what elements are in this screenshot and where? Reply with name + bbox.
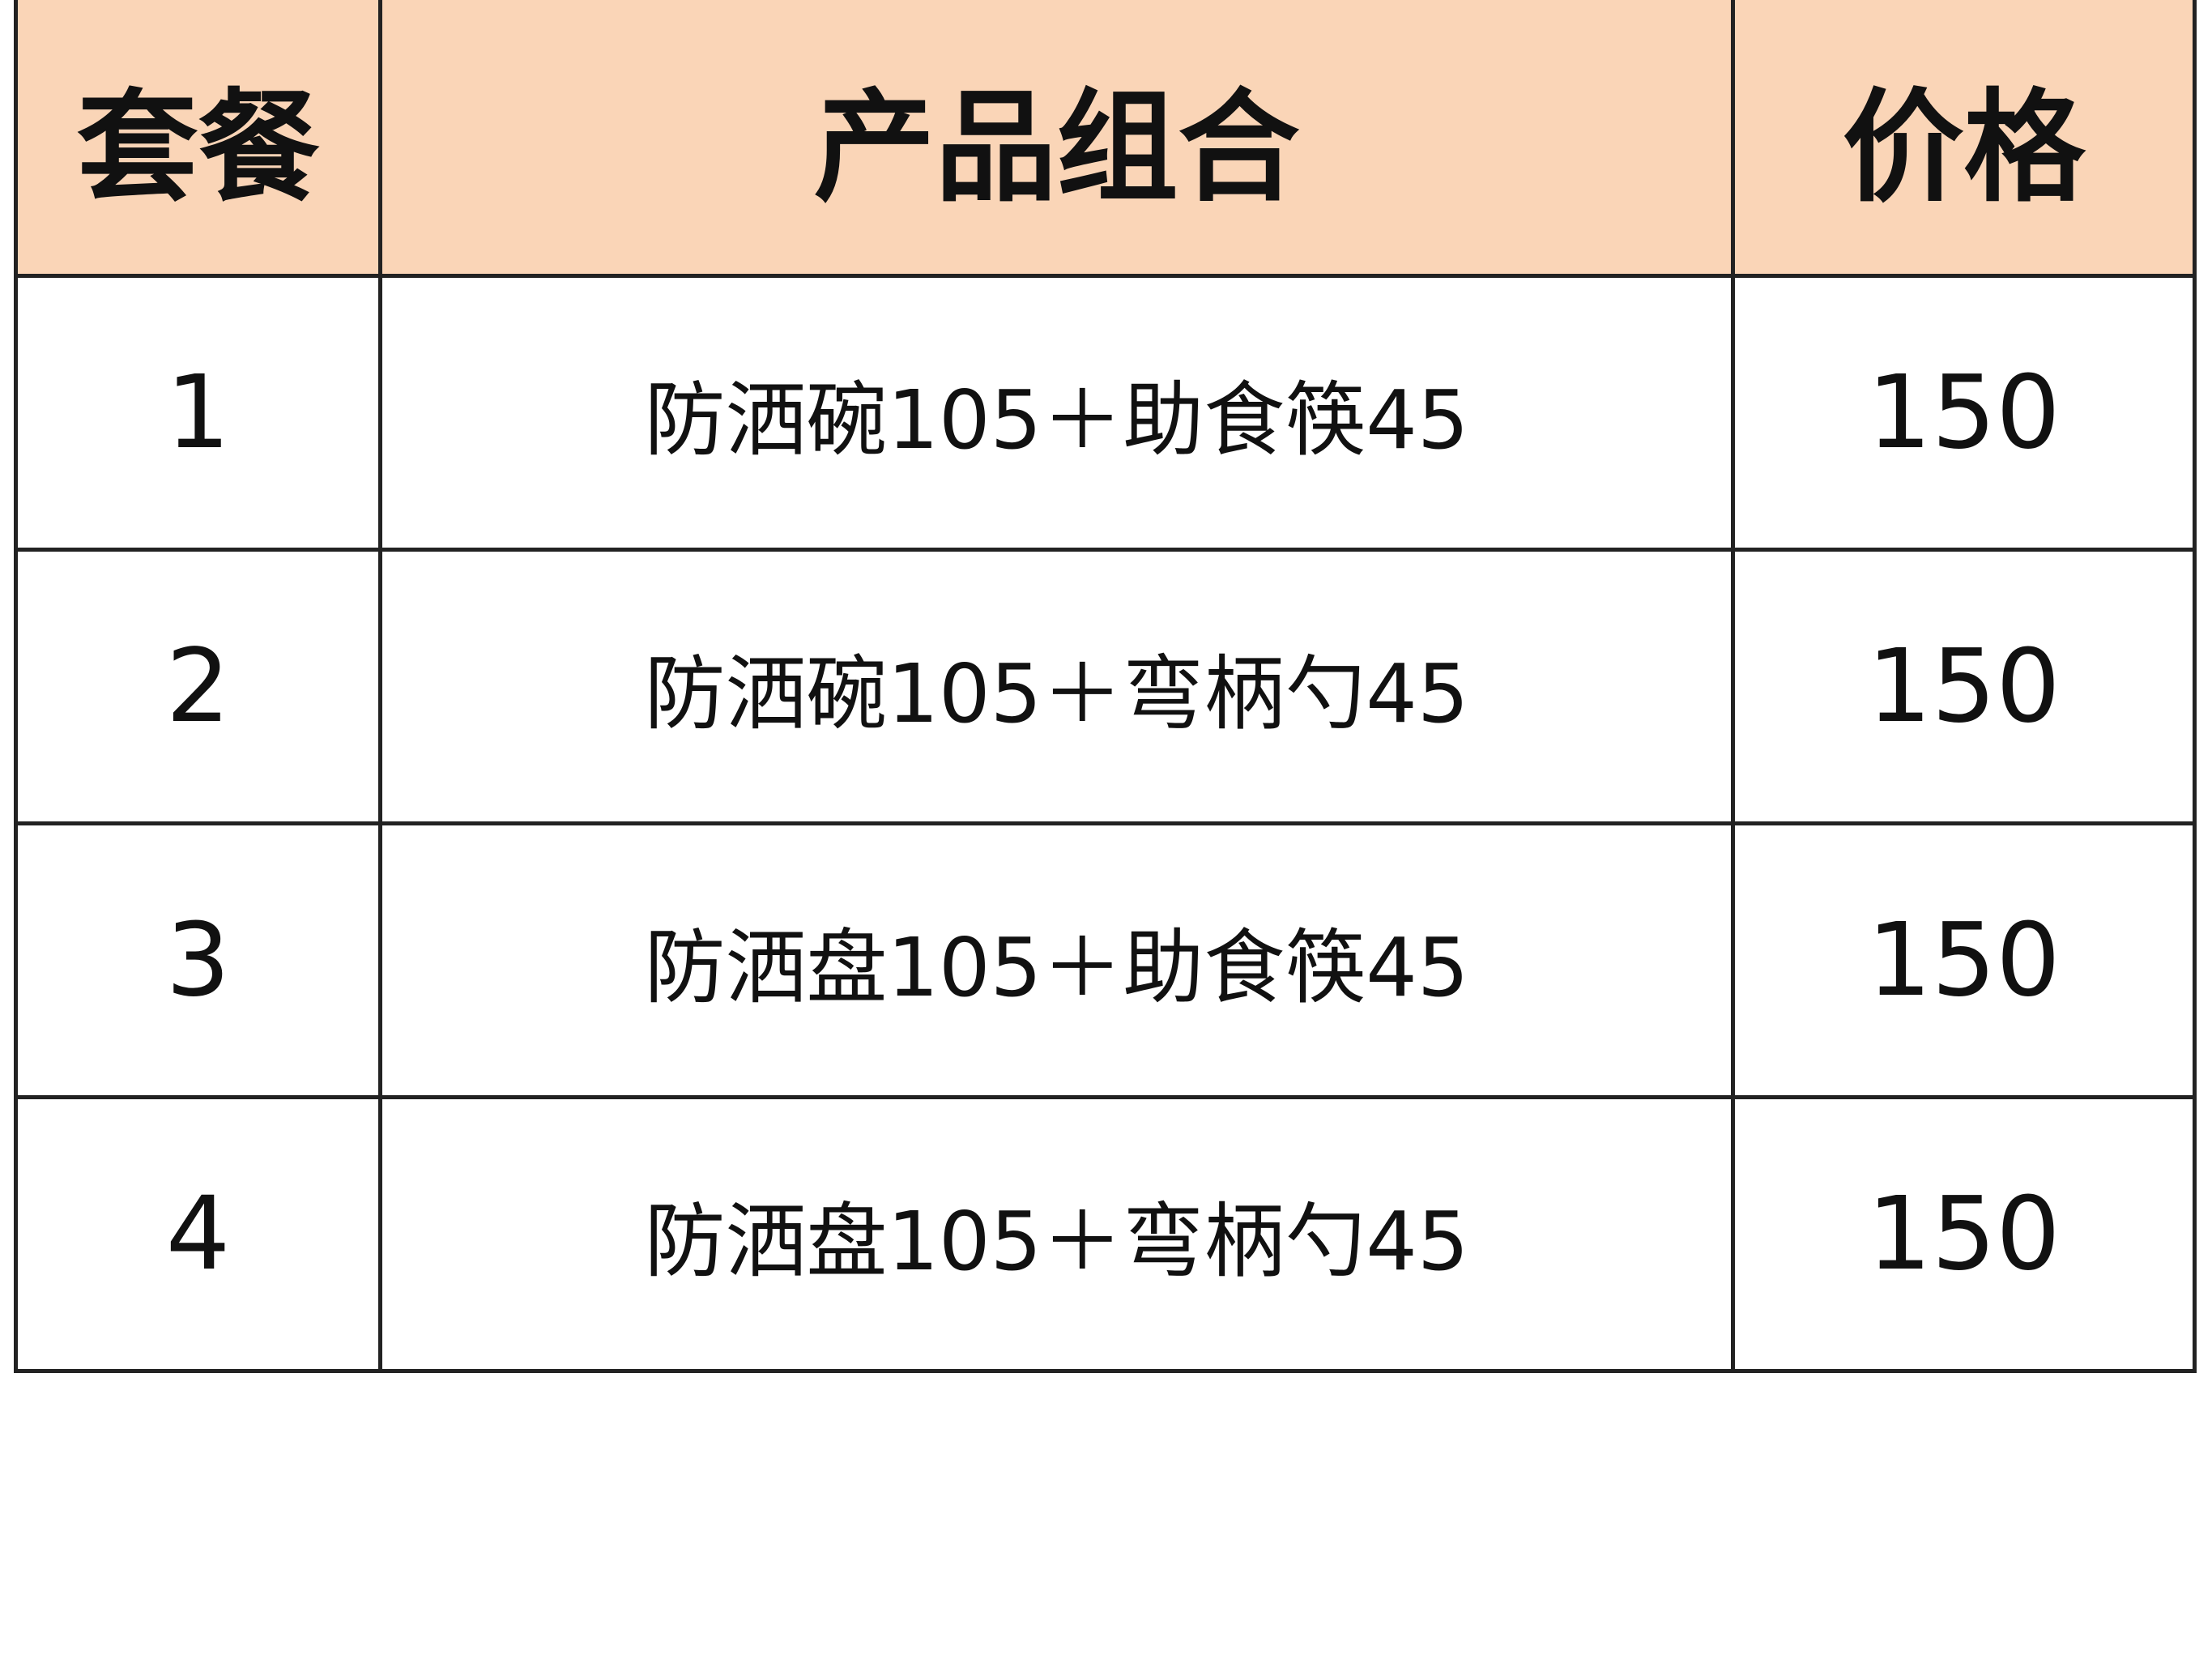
table-row: 3 防洒盘105＋助食筷45 150 (14, 821, 2197, 1099)
header-package: 套餐 (14, 0, 382, 278)
price: 150 (1731, 1095, 2197, 1373)
product-combo: 防洒碗105＋弯柄勺45 (378, 548, 1735, 825)
table-row: 4 防洒盘105＋弯柄勺45 150 (14, 1095, 2197, 1373)
package-id: 1 (14, 274, 382, 552)
table-row: 2 防洒碗105＋弯柄勺45 150 (14, 548, 2197, 825)
price: 150 (1731, 821, 2197, 1099)
package-id: 4 (14, 1095, 382, 1373)
package-table: 套餐 产品组合 价格 1 防洒碗105＋助食筷45 150 2 防洒碗105＋弯… (14, 0, 2197, 1373)
product-combo: 防洒盘105＋助食筷45 (378, 821, 1735, 1099)
header-price: 价格 (1731, 0, 2197, 278)
package-id: 2 (14, 548, 382, 825)
package-id: 3 (14, 821, 382, 1099)
product-combo: 防洒盘105＋弯柄勺45 (378, 1095, 1735, 1373)
product-combo: 防洒碗105＋助食筷45 (378, 274, 1735, 552)
header-combo: 产品组合 (378, 0, 1735, 278)
price: 150 (1731, 274, 2197, 552)
table-row: 1 防洒碗105＋助食筷45 150 (14, 274, 2197, 552)
header-row: 套餐 产品组合 价格 (14, 0, 2197, 278)
price: 150 (1731, 548, 2197, 825)
